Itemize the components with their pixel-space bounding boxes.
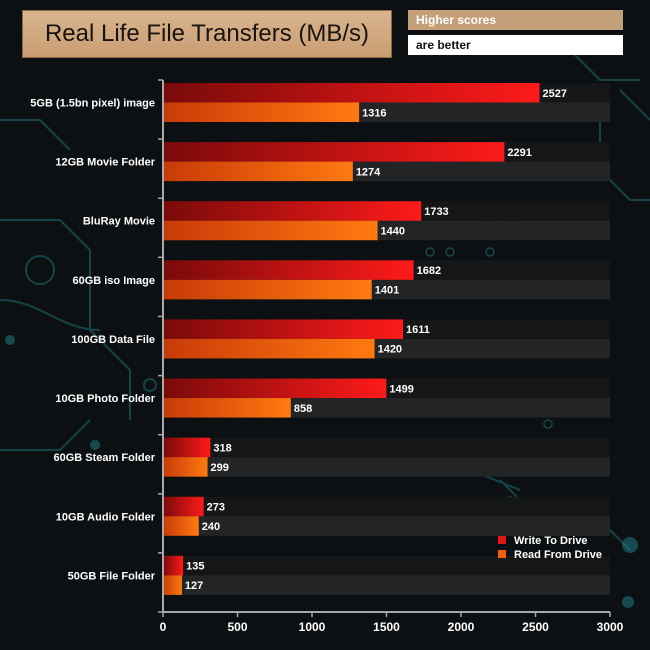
x-tick-label: 3000 (597, 620, 624, 634)
category-label: 60GB iso Image (72, 275, 155, 287)
x-tick-label: 2000 (448, 620, 475, 634)
bar (163, 319, 404, 339)
data-label: 2527 (543, 88, 567, 100)
note-higher-scores: Higher scores (408, 10, 623, 30)
note-are-better: are better (408, 35, 623, 55)
legend-label: Read From Drive (514, 549, 602, 561)
bar (163, 516, 199, 536)
bar (163, 142, 505, 162)
data-label: 1611 (406, 324, 430, 336)
data-label: 1682 (417, 265, 441, 277)
x-tick-label: 2500 (522, 620, 549, 634)
category-label: 100GB Data File (71, 334, 155, 346)
band-background (163, 516, 610, 536)
bar (163, 575, 182, 595)
bar (163, 437, 211, 458)
data-label: 1440 (381, 225, 405, 237)
category-label: 12GB Movie Folder (55, 157, 155, 169)
bar (163, 398, 291, 418)
legend-swatch (498, 536, 506, 544)
data-label: 1420 (378, 344, 402, 356)
bar (163, 457, 208, 477)
bar (163, 496, 204, 517)
band-background (163, 457, 610, 477)
data-label: 273 (207, 502, 225, 514)
category-label: 50GB File Folder (68, 570, 156, 582)
band-background (163, 437, 610, 458)
bar (163, 555, 184, 576)
bar (163, 220, 378, 241)
data-label: 318 (213, 442, 231, 454)
band-background (163, 575, 610, 595)
band-background (163, 555, 610, 576)
data-label: 858 (294, 403, 312, 415)
bar (163, 279, 372, 300)
data-label: 1401 (375, 285, 399, 297)
category-label: 5GB (1.5bn pixel) image (30, 98, 155, 110)
data-label: 299 (211, 462, 229, 474)
bar (163, 378, 387, 399)
data-label: 240 (202, 521, 220, 533)
category-label: 10GB Audio Folder (56, 511, 156, 523)
category-label: 10GB Photo Folder (55, 393, 155, 405)
legend-swatch (498, 550, 506, 558)
data-label: 1316 (362, 107, 386, 119)
data-label: 1733 (424, 206, 448, 218)
category-label: BluRay Movie (83, 216, 155, 228)
category-label: 60GB Steam Folder (54, 452, 156, 464)
bar (163, 260, 414, 280)
band-background (163, 496, 610, 517)
bar (163, 83, 540, 103)
chart-title: Real Life File Transfers (MB/s) (22, 10, 392, 58)
x-tick-label: 500 (227, 620, 247, 634)
bar (163, 201, 422, 221)
data-label: 127 (185, 580, 203, 592)
bar (163, 338, 375, 359)
data-label: 1274 (356, 166, 381, 178)
data-label: 135 (186, 561, 204, 573)
x-tick-label: 0 (160, 620, 167, 634)
data-label: 1499 (389, 383, 413, 395)
bar (163, 161, 353, 182)
x-tick-label: 1000 (299, 620, 326, 634)
x-tick-label: 1500 (373, 620, 400, 634)
bar (163, 102, 360, 122)
legend-label: Write To Drive (514, 535, 588, 547)
data-label: 2291 (507, 147, 531, 159)
